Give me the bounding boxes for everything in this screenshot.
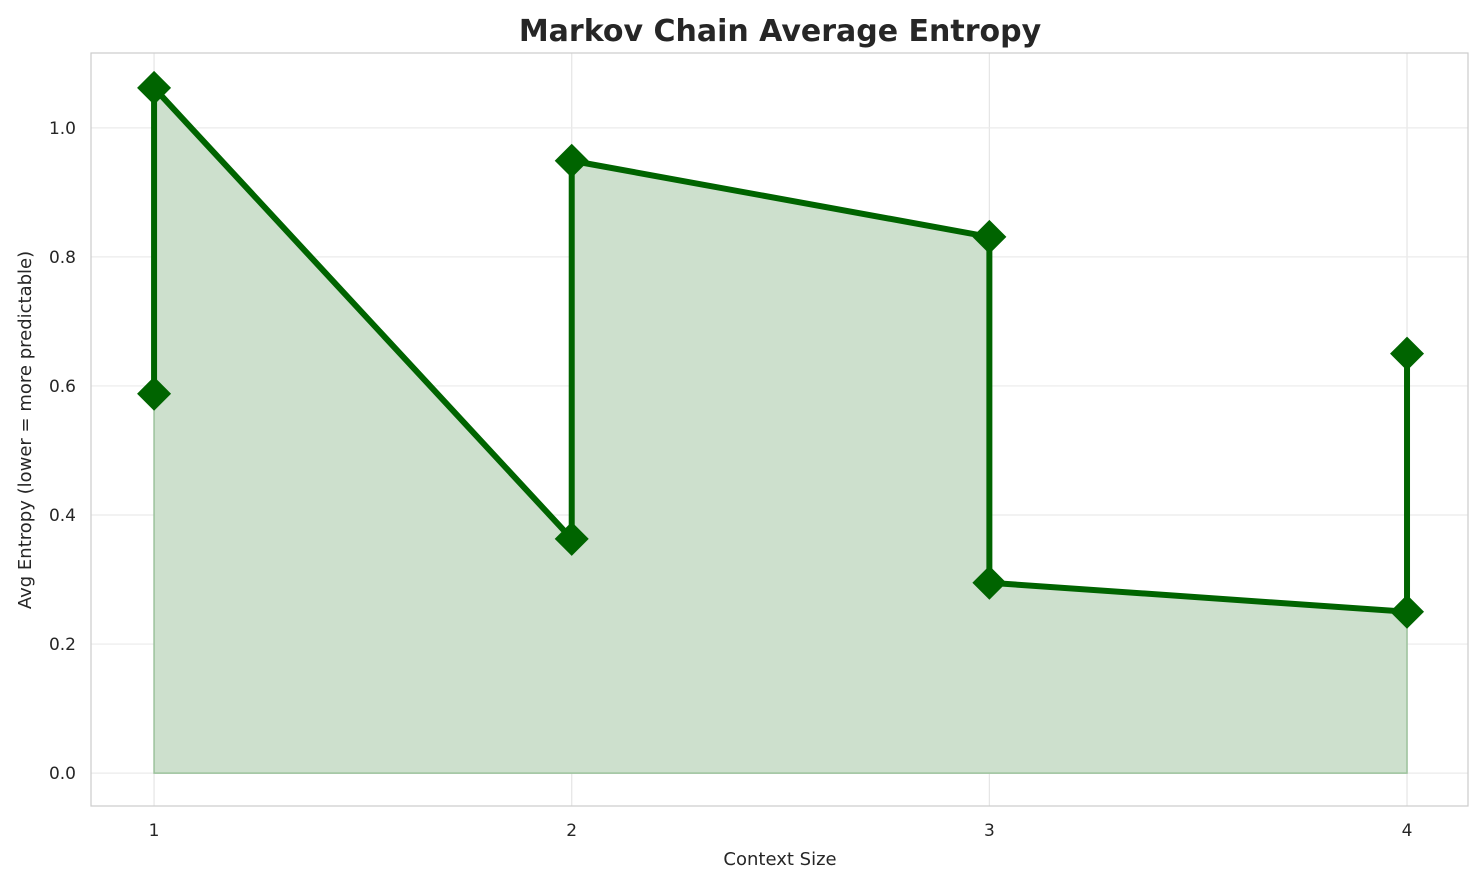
- plot-frame: [90, 52, 1469, 807]
- y-tick-label: 0.0: [49, 764, 76, 784]
- y-tick-label: 0.2: [49, 635, 76, 655]
- x-axis-label: Context Size: [723, 849, 836, 870]
- y-tick-label: 0.6: [49, 377, 76, 397]
- y-tick-label: 0.4: [49, 506, 76, 526]
- data-point-marker: [1390, 594, 1425, 629]
- data-point-marker: [554, 521, 589, 556]
- x-tick-label: 3: [984, 821, 995, 841]
- y-ticks: 0.0 0.2 0.4 0.6 0.8 1.0: [49, 119, 76, 784]
- chart-title: Markov Chain Average Entropy: [519, 14, 1042, 49]
- y-tick-label: 0.8: [49, 248, 76, 268]
- x-tick-label: 4: [1402, 821, 1413, 841]
- x-tick-label: 2: [566, 821, 577, 841]
- data-point-marker: [137, 376, 172, 411]
- area-fill: [153, 85, 1408, 774]
- x-ticks: 1 2 3 4: [149, 821, 1413, 841]
- data-point-marker: [137, 70, 172, 105]
- data-point-marker: [1390, 336, 1425, 371]
- data-point-marker: [972, 565, 1007, 600]
- y-axis-label: Avg Entropy (lower = more predictable): [15, 251, 36, 609]
- x-tick-label: 1: [149, 821, 160, 841]
- markers: [137, 70, 1425, 629]
- data-point-marker: [972, 219, 1007, 254]
- series-line: [151, 84, 1411, 615]
- y-tick-label: 1.0: [49, 119, 76, 139]
- data-point-marker: [554, 143, 589, 178]
